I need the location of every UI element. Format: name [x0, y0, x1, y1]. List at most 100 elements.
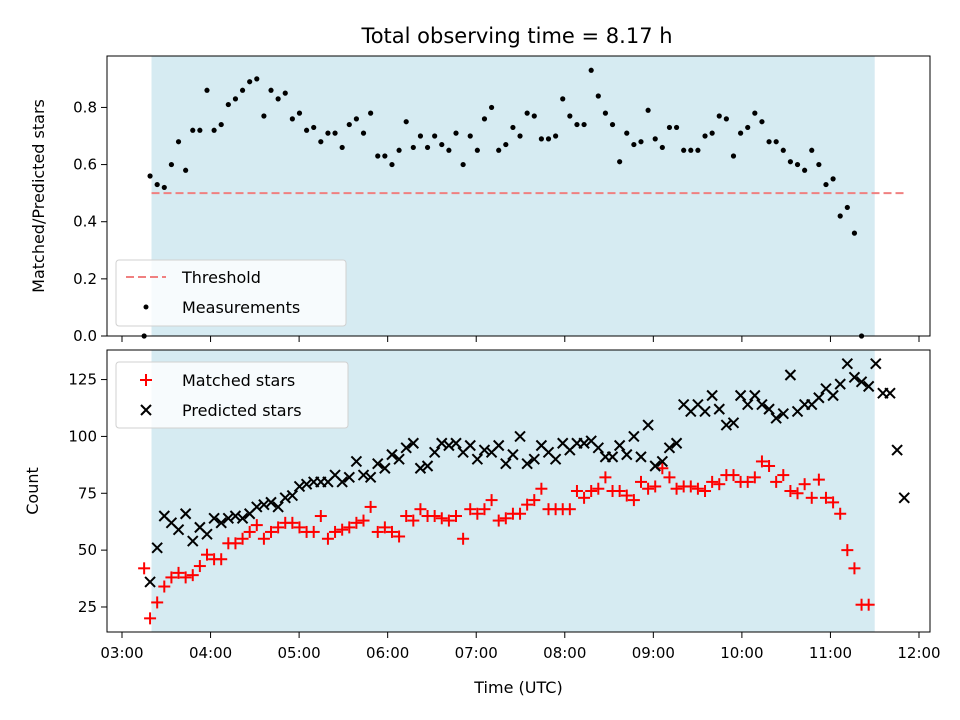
- bottom-axes-frame: [106, 349, 931, 633]
- predicted-point-50: [500, 458, 512, 470]
- measurement-point-4: [168, 161, 175, 168]
- measurement-point-60: [567, 113, 573, 119]
- matched-point-68: [620, 489, 633, 502]
- measurement-point-98: [837, 213, 843, 219]
- predicted-point-1: [151, 542, 163, 554]
- measurement-point-47: [474, 147, 480, 153]
- predicted-point-45: [464, 439, 476, 452]
- predicted-point-47: [478, 444, 491, 456]
- measurement-point-85: [745, 124, 751, 131]
- matched-point-63: [585, 485, 598, 497]
- predicted-point-84: [742, 398, 754, 411]
- measurement-point-24: [311, 124, 317, 131]
- matched-point-49: [485, 494, 498, 507]
- bottom-y-ticks: 25 50 75 100 125: [68, 371, 107, 616]
- predicted-point-65: [606, 451, 619, 463]
- matched-point-42: [435, 512, 448, 525]
- predicted-point-54: [528, 453, 540, 465]
- predicted-point-20: [286, 489, 299, 502]
- matched-point-22: [293, 521, 306, 534]
- predicted-point-6: [187, 535, 199, 547]
- measurement-point-9: [204, 87, 210, 93]
- predicted-point-19: [279, 492, 291, 504]
- predicted-point-67: [621, 448, 633, 461]
- matched-point-46: [464, 503, 477, 516]
- measurement-point-48: [481, 116, 488, 122]
- matched-point-5: [172, 566, 185, 579]
- measurement-point-29: [346, 121, 352, 128]
- measurement-point-2: [154, 181, 160, 188]
- predicted-point-4: [172, 523, 185, 536]
- x-tick-label-3: 06:00: [366, 644, 409, 662]
- matched-point-47: [471, 507, 484, 520]
- measurement-point-3: [161, 184, 167, 191]
- measurement-point-92: [794, 161, 801, 168]
- measurement-point-34: [382, 153, 388, 159]
- predicted-point-89: [777, 407, 789, 420]
- matched-point-41: [428, 510, 441, 523]
- measurement-point-20: [282, 90, 288, 96]
- matched-point-11: [215, 553, 228, 566]
- bottom-legend: Matched stars Predicted stars: [115, 361, 349, 429]
- measurement-point-38: [410, 144, 416, 151]
- measurement-point-74: [666, 124, 673, 131]
- legend-threshold-label: Threshold: [181, 268, 261, 287]
- measurement-point-57: [545, 136, 552, 142]
- top-y-axis-label: Matched/Predicted stars: [29, 99, 48, 293]
- matched-point-69: [627, 494, 640, 507]
- matched-point-60: [563, 503, 576, 516]
- predicted-point-79: [706, 389, 718, 402]
- matched-point-78: [691, 482, 704, 495]
- predicted-point-30: [357, 469, 370, 481]
- matched-point-26: [321, 532, 334, 545]
- matched-point-97: [827, 496, 840, 509]
- matched-point-54: [521, 498, 534, 511]
- matched-point-72: [649, 480, 662, 493]
- matched-point-71: [642, 482, 655, 495]
- predicted-point-81: [720, 419, 733, 431]
- matched-point-88: [763, 459, 776, 472]
- predicted-point-22: [300, 478, 313, 490]
- legend-measurements-label: Measurements: [182, 298, 300, 317]
- top-panel: Total observing time = 8.17 h 0.00.20.40…: [29, 24, 931, 345]
- matched-point-51: [499, 512, 512, 525]
- matched-point-2: [151, 596, 164, 609]
- matched-point-39: [414, 503, 427, 516]
- matched-point-25: [314, 510, 327, 523]
- predicted-point-52: [514, 430, 526, 443]
- measurement-point-16: [254, 76, 260, 82]
- measurement-point-10: [211, 127, 217, 133]
- predicted-point-104: [884, 387, 896, 399]
- x-tick-label-0: 03:00: [100, 644, 143, 662]
- measurement-point-39: [417, 133, 424, 139]
- matched-point-96: [819, 491, 832, 504]
- matched-point-77: [684, 480, 697, 493]
- matched-point-35: [385, 525, 398, 538]
- predicted-point-63: [592, 442, 605, 454]
- predicted-point-78: [699, 405, 711, 418]
- matched-point-16: [250, 519, 263, 532]
- predicted-point-105: [891, 444, 903, 456]
- measurement-point-19: [275, 96, 281, 102]
- predicted-point-11: [222, 512, 235, 524]
- measurement-point-63: [588, 67, 594, 73]
- matched-point-53: [514, 507, 527, 520]
- measurement-point-7: [190, 127, 196, 133]
- x-tick-label-4: 07:00: [455, 644, 498, 662]
- matched-point-15: [243, 525, 256, 538]
- predicted-point-41: [436, 437, 448, 449]
- matched-point-74: [663, 471, 676, 484]
- measurement-point-86: [752, 110, 758, 116]
- matched-point-32: [364, 500, 377, 513]
- measurement-point-18: [268, 87, 274, 93]
- measurement-points: [141, 67, 865, 339]
- measurement-point-49: [488, 104, 495, 111]
- bottom-legend-box: [115, 361, 349, 429]
- matched-point-90: [777, 469, 790, 482]
- bottom-y-tick-label-4: 125: [68, 371, 97, 389]
- measurement-point-5: [175, 139, 182, 145]
- matched-point-81: [713, 478, 726, 491]
- predicted-point-34: [386, 448, 398, 461]
- predicted-point-16: [258, 498, 270, 511]
- measurement-point-82: [723, 116, 729, 122]
